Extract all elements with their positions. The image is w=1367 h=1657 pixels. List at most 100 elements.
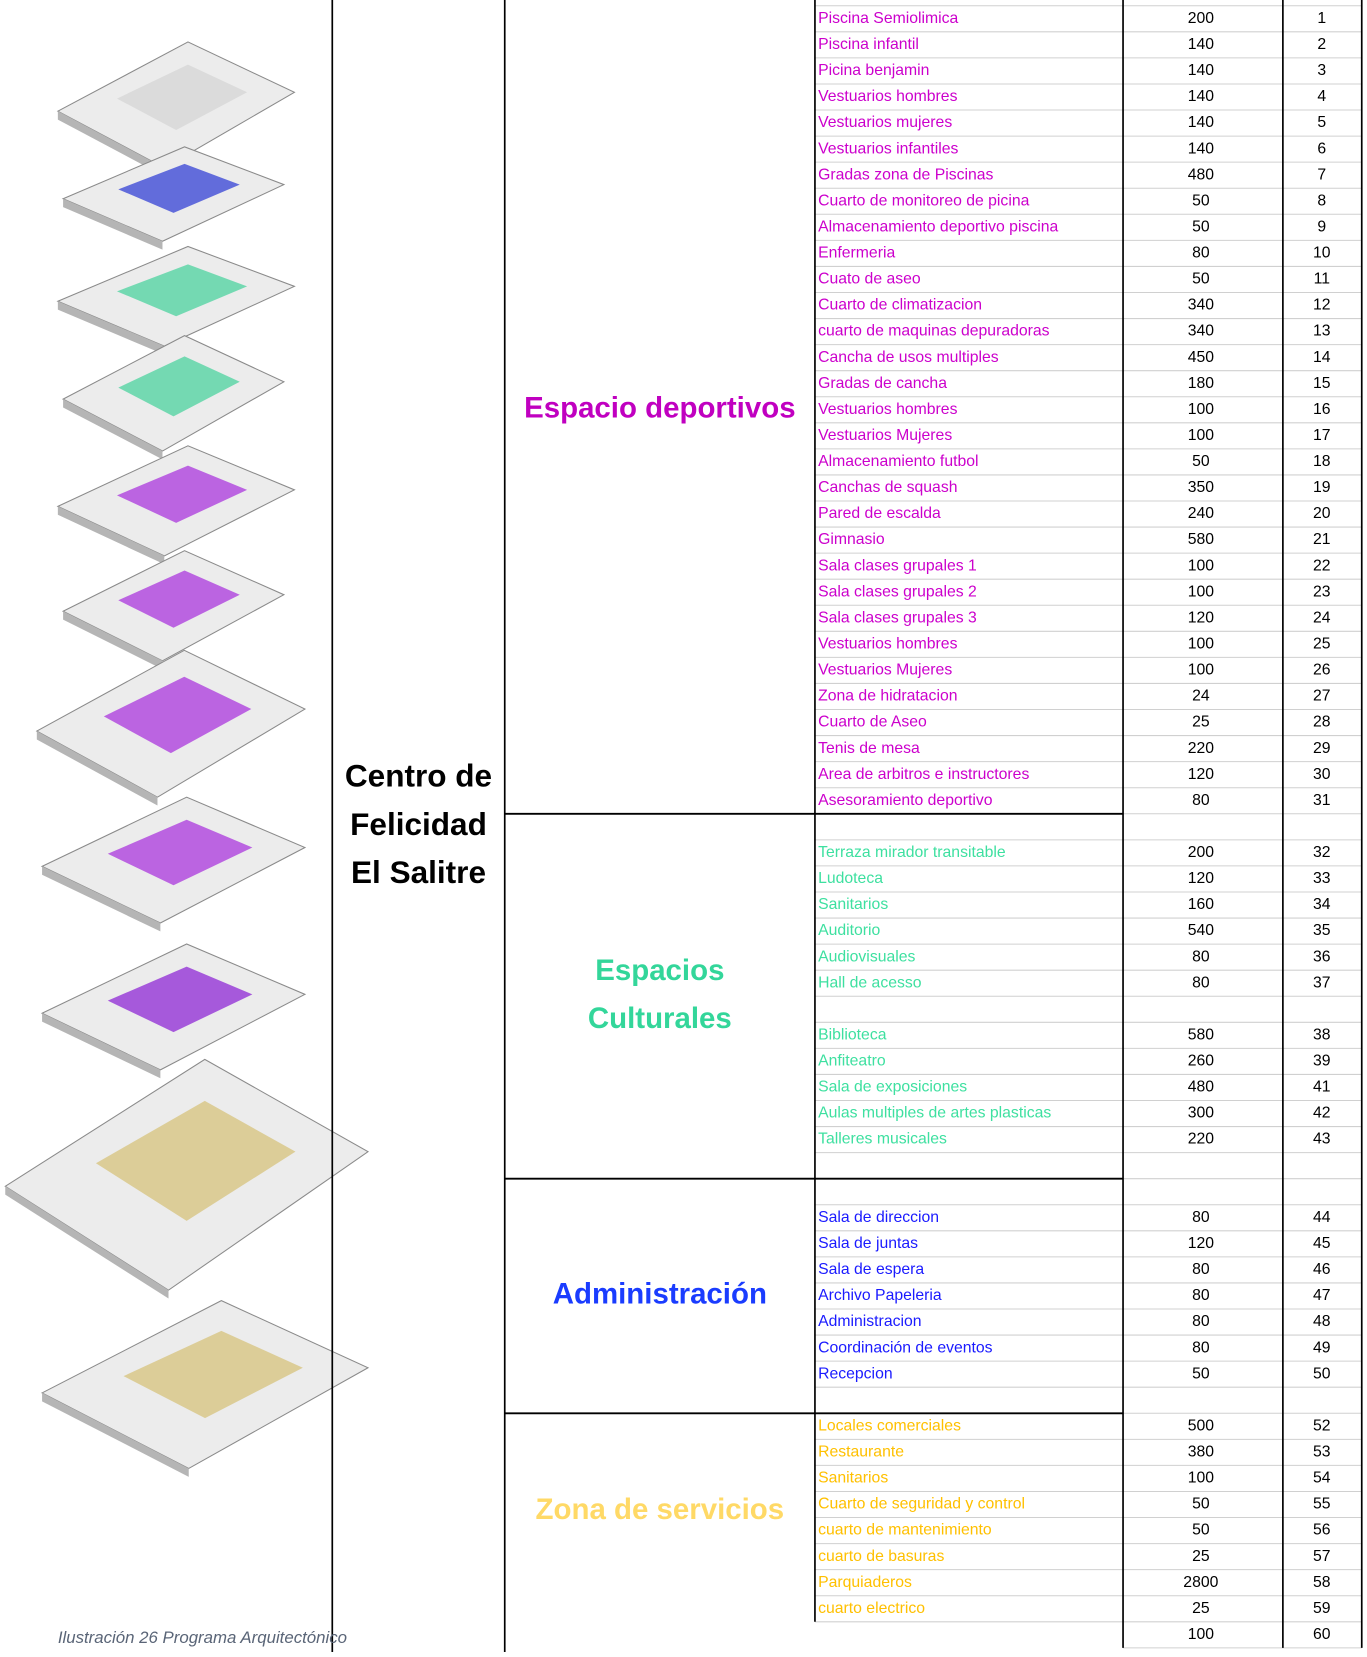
space-area: 120: [1188, 609, 1215, 626]
space-number: 49: [1313, 1339, 1331, 1356]
group-label: Espacios: [595, 954, 724, 987]
space-number: 1: [1317, 10, 1326, 27]
title-line: El Salitre: [351, 854, 486, 890]
space-name: Restaurante: [818, 1444, 904, 1461]
space-area: 120: [1188, 766, 1215, 783]
space-area: 100: [1188, 583, 1215, 600]
group-label: Zona de servicios: [536, 1493, 785, 1526]
table-text: Centro de Felicidad El Salitre Espacio depo…: [345, 10, 1331, 1643]
space-name: Zona de hidratacion: [818, 688, 957, 705]
space-area: 50: [1192, 192, 1210, 209]
space-number: 16: [1313, 401, 1331, 418]
space-name: Area de arbitros e instructores: [818, 766, 1029, 783]
space-number: 31: [1313, 792, 1331, 809]
floor-zone: [116, 264, 248, 317]
space-name: Sala de espera: [818, 1261, 924, 1278]
space-number: 37: [1313, 974, 1331, 991]
space-area: 480: [1188, 1079, 1215, 1096]
space-name: Almacenamiento futbol: [818, 453, 978, 470]
space-name: Sala de juntas: [818, 1235, 918, 1252]
floor-edge: [36, 731, 158, 806]
space-number: 57: [1313, 1548, 1331, 1565]
space-number: 4: [1317, 88, 1326, 105]
space-area: 25: [1192, 1548, 1210, 1565]
space-area: 80: [1192, 1313, 1210, 1330]
space-number: 53: [1313, 1444, 1331, 1461]
space-number: 29: [1313, 740, 1331, 757]
space-area: 50: [1192, 218, 1210, 235]
space-number: 39: [1313, 1053, 1331, 1070]
floor-zone: [116, 64, 248, 131]
space-number: 25: [1313, 636, 1331, 653]
space-name: Locales comerciales: [818, 1417, 961, 1434]
floor-edge: [42, 866, 161, 932]
space-name: Biblioteca: [818, 1026, 887, 1043]
space-number: 36: [1313, 948, 1331, 965]
space-area: 80: [1192, 948, 1210, 965]
space-name: Sanitarios: [818, 896, 888, 913]
space-name: Enfermeria: [818, 245, 895, 262]
space-name: Almacenamiento deportivo piscina: [818, 218, 1058, 235]
space-name: Cuarto de climatizacion: [818, 297, 982, 314]
title-line: Centro de: [345, 758, 492, 794]
space-number: 14: [1313, 349, 1331, 366]
floor-zone: [107, 819, 253, 886]
space-area: 25: [1192, 1600, 1210, 1617]
space-area: 80: [1192, 1261, 1210, 1278]
space-number: 6: [1317, 140, 1326, 157]
space-name: Asesoramiento deportivo: [818, 792, 993, 809]
space-name: cuarto de mantenimiento: [818, 1522, 992, 1539]
space-number: 48: [1313, 1313, 1331, 1330]
floor-zone: [123, 1330, 303, 1419]
space-name: Cuarto de monitoreo de picina: [818, 192, 1030, 209]
axonometric-drawing: [4, 41, 370, 1477]
space-area: 100: [1188, 662, 1215, 679]
space-area: 50: [1192, 271, 1210, 288]
space-name: Tenis de mesa: [818, 740, 920, 757]
space-number: 19: [1313, 479, 1331, 496]
space-number: 35: [1313, 922, 1331, 939]
space-area: 80: [1192, 1287, 1210, 1304]
space-number: 46: [1313, 1261, 1331, 1278]
space-number: 52: [1313, 1417, 1331, 1434]
space-area: 240: [1188, 505, 1215, 522]
space-number: 60: [1313, 1626, 1331, 1643]
space-number: 30: [1313, 766, 1331, 783]
space-name: Sala de exposiciones: [818, 1079, 967, 1096]
space-area: 24: [1192, 688, 1210, 705]
space-name: Hall de acesso: [818, 974, 922, 991]
space-name: Vestuarios hombres: [818, 88, 957, 105]
space-name: Vestuarios infantiles: [818, 140, 958, 157]
space-number: 58: [1313, 1574, 1331, 1591]
space-name: Cuarto de Aseo: [818, 714, 927, 731]
space-number: 59: [1313, 1600, 1331, 1617]
space-area: 80: [1192, 1339, 1210, 1356]
space-area: 340: [1188, 323, 1215, 340]
space-name: Administracion: [818, 1313, 921, 1330]
space-number: 3: [1317, 62, 1326, 79]
floor-edge: [63, 611, 163, 670]
space-name: Vestuarios mujeres: [818, 114, 952, 131]
space-area: 50: [1192, 1365, 1210, 1382]
space-area: 220: [1188, 1131, 1215, 1148]
floor-zone: [107, 966, 253, 1033]
floor-edge: [57, 506, 165, 565]
space-area: 100: [1188, 636, 1215, 653]
space-name: cuarto de basuras: [818, 1548, 944, 1565]
space-area: 220: [1188, 740, 1215, 757]
space-name: Sala de direccion: [818, 1209, 939, 1226]
space-area: 340: [1188, 297, 1215, 314]
space-area: 480: [1188, 166, 1215, 183]
space-number: 41: [1313, 1079, 1331, 1096]
space-area: 50: [1192, 1496, 1210, 1513]
space-number: 26: [1313, 662, 1331, 679]
space-area: 580: [1188, 1026, 1215, 1043]
floor-edge: [63, 198, 163, 250]
space-number: 11: [1314, 271, 1330, 288]
floor-zone: [116, 465, 248, 523]
floor-zone: [95, 1100, 296, 1221]
space-number: 24: [1313, 609, 1331, 626]
floor-edge: [42, 1392, 189, 1477]
